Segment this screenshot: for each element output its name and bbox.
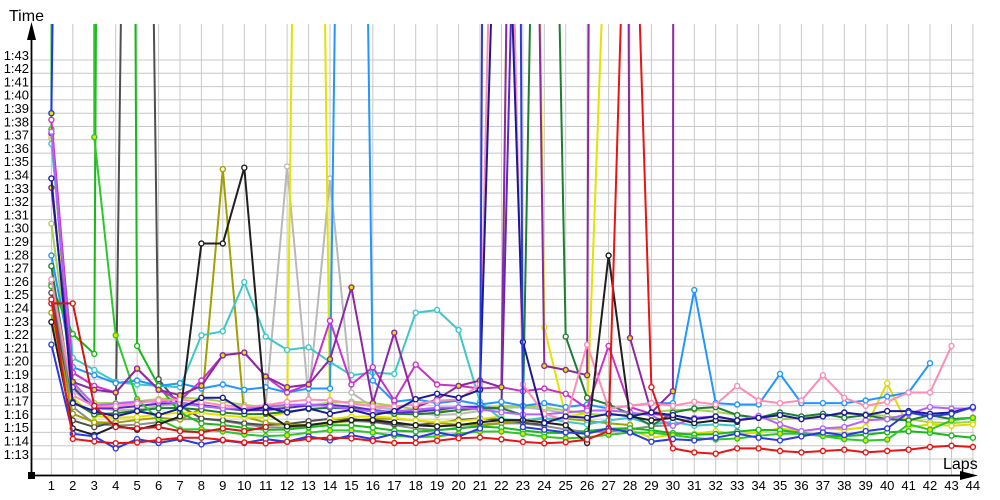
svg-text:1:21: 1:21: [4, 340, 29, 355]
svg-text:25: 25: [558, 478, 572, 493]
svg-text:1:31: 1:31: [4, 207, 29, 222]
svg-text:10: 10: [237, 478, 251, 493]
svg-text:33: 33: [730, 478, 744, 493]
svg-text:7: 7: [176, 478, 183, 493]
svg-text:1:14: 1:14: [4, 434, 29, 449]
svg-text:2: 2: [69, 478, 76, 493]
svg-text:37: 37: [816, 478, 830, 493]
svg-text:32: 32: [708, 478, 722, 493]
svg-text:43: 43: [944, 478, 958, 493]
svg-text:1:19: 1:19: [4, 367, 29, 382]
svg-text:13: 13: [301, 478, 315, 493]
svg-text:1:24: 1:24: [4, 301, 29, 316]
svg-text:14: 14: [323, 478, 337, 493]
svg-text:1:43: 1:43: [4, 48, 29, 63]
svg-text:1:17: 1:17: [4, 394, 29, 409]
svg-text:1:33: 1:33: [4, 181, 29, 196]
svg-text:6: 6: [155, 478, 162, 493]
svg-text:1:41: 1:41: [4, 74, 29, 89]
svg-text:31: 31: [687, 478, 701, 493]
svg-text:23: 23: [516, 478, 530, 493]
svg-text:1:13: 1:13: [4, 447, 29, 462]
svg-text:29: 29: [644, 478, 658, 493]
svg-text:Time: Time: [9, 8, 44, 25]
svg-text:12: 12: [280, 478, 294, 493]
svg-text:8: 8: [198, 478, 205, 493]
svg-text:18: 18: [408, 478, 422, 493]
svg-text:3: 3: [91, 478, 98, 493]
svg-text:24: 24: [537, 478, 551, 493]
svg-text:1:22: 1:22: [4, 327, 29, 342]
svg-text:20: 20: [451, 478, 465, 493]
svg-text:21: 21: [473, 478, 487, 493]
svg-text:1:30: 1:30: [4, 221, 29, 236]
svg-text:27: 27: [601, 478, 615, 493]
svg-text:1:23: 1:23: [4, 314, 29, 329]
svg-text:30: 30: [666, 478, 680, 493]
svg-text:11: 11: [259, 478, 273, 493]
svg-text:35: 35: [773, 478, 787, 493]
svg-text:28: 28: [623, 478, 637, 493]
svg-text:1:20: 1:20: [4, 354, 29, 369]
svg-text:1: 1: [48, 478, 55, 493]
svg-text:1:42: 1:42: [4, 61, 29, 76]
svg-text:1:29: 1:29: [4, 234, 29, 249]
svg-text:41: 41: [901, 478, 915, 493]
svg-text:44: 44: [966, 478, 980, 493]
svg-text:1:15: 1:15: [4, 420, 29, 435]
svg-text:16: 16: [366, 478, 380, 493]
svg-text:19: 19: [430, 478, 444, 493]
svg-text:9: 9: [219, 478, 226, 493]
svg-text:15: 15: [344, 478, 358, 493]
svg-text:40: 40: [880, 478, 894, 493]
svg-text:1:40: 1:40: [4, 88, 29, 103]
svg-text:38: 38: [837, 478, 851, 493]
svg-text:1:16: 1:16: [4, 407, 29, 422]
svg-text:17: 17: [387, 478, 401, 493]
svg-text:26: 26: [580, 478, 594, 493]
svg-text:1:37: 1:37: [4, 128, 29, 143]
svg-text:42: 42: [923, 478, 937, 493]
svg-text:1:25: 1:25: [4, 287, 29, 302]
svg-text:1:26: 1:26: [4, 274, 29, 289]
svg-text:1:28: 1:28: [4, 247, 29, 262]
svg-text:1:36: 1:36: [4, 141, 29, 156]
svg-text:1:38: 1:38: [4, 114, 29, 129]
svg-text:1:27: 1:27: [4, 261, 29, 276]
svg-text:36: 36: [794, 478, 808, 493]
svg-text:1:34: 1:34: [4, 168, 29, 183]
svg-text:1:32: 1:32: [4, 194, 29, 209]
svg-text:4: 4: [112, 478, 119, 493]
svg-text:34: 34: [751, 478, 765, 493]
svg-text:39: 39: [858, 478, 872, 493]
svg-text:Laps: Laps: [943, 456, 978, 473]
svg-text:1:39: 1:39: [4, 101, 29, 116]
svg-text:5: 5: [133, 478, 140, 493]
svg-text:1:35: 1:35: [4, 154, 29, 169]
svg-text:22: 22: [494, 478, 508, 493]
svg-text:1:18: 1:18: [4, 380, 29, 395]
